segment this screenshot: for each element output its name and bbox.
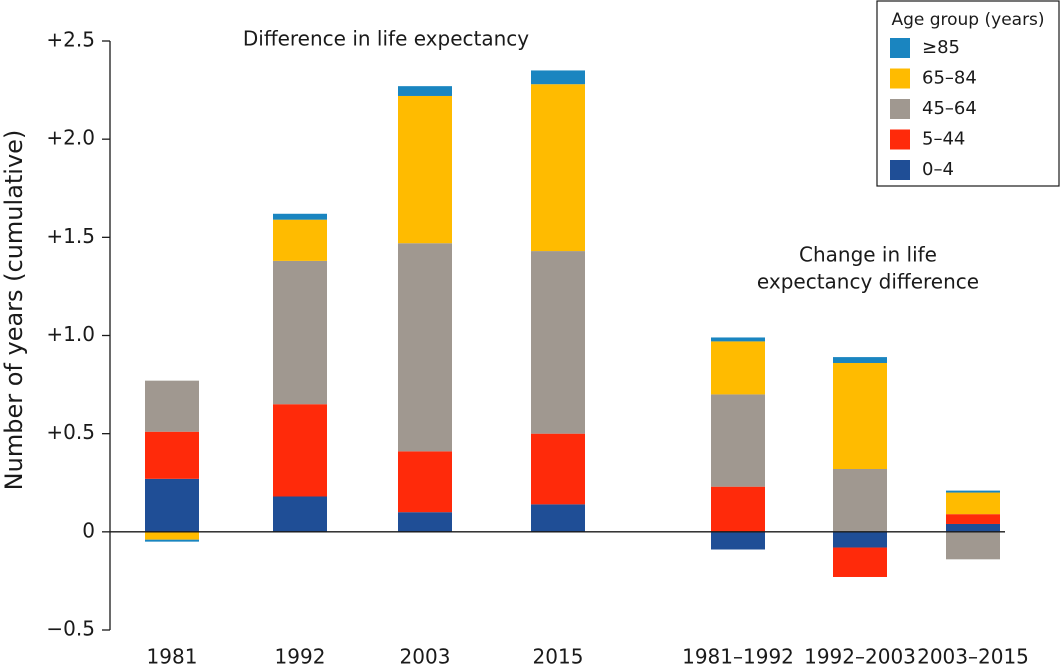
bar-segment (273, 496, 327, 532)
bar-segment (145, 431, 199, 479)
bar-segment (833, 531, 887, 548)
legend-title: Age group (years) (891, 10, 1044, 30)
bar-segment (273, 219, 327, 261)
bar-segment (531, 84, 585, 252)
bar-segment (531, 504, 585, 532)
bar-segment (398, 243, 452, 452)
x-tick-label: 2015 (533, 645, 584, 668)
legend-swatch (890, 99, 910, 119)
bar-segment (711, 337, 765, 342)
bar-segment (946, 523, 1000, 532)
x-tick-label: 1981–1992 (682, 645, 794, 668)
legend-label: 45–64 (922, 98, 977, 119)
legend-label: 5–44 (922, 129, 965, 150)
bar-segment (946, 514, 1000, 524)
annotation: expectancy difference (757, 270, 979, 294)
legend-label: 65–84 (922, 68, 977, 89)
bar-segment (833, 547, 887, 577)
legend-swatch (890, 129, 910, 150)
bar-segment (946, 490, 1000, 493)
legend-box (876, 0, 1060, 187)
annotation: Change in life (799, 243, 937, 267)
bar-segment (273, 260, 327, 405)
y-tick-label: −0.5 (46, 617, 95, 641)
y-tick-label: +0.5 (46, 420, 95, 444)
bar-segment (273, 213, 327, 220)
y-tick-label: +1.0 (46, 322, 95, 346)
bar-segment (711, 486, 765, 532)
y-tick-label: +2.0 (46, 126, 95, 150)
bar-segment (833, 357, 887, 363)
bar-segment (145, 539, 199, 542)
bar-segment (273, 404, 327, 497)
bar-segment (145, 531, 199, 540)
bar-segment (398, 512, 452, 532)
bar-segment (531, 70, 585, 85)
x-tick-label: 2003 (400, 645, 451, 668)
bar-segment (145, 478, 199, 532)
legend-swatch (890, 38, 910, 58)
bar-segment (531, 433, 585, 505)
y-tick-label: 0 (82, 518, 95, 542)
bar-segment (946, 531, 1000, 560)
y-tick-label: +1.5 (46, 224, 95, 248)
y-axis-label: Number of years (cumulative) (0, 130, 28, 491)
bar-segment (711, 394, 765, 487)
legend-label: ≥85 (922, 37, 960, 58)
bar-segment (711, 341, 765, 395)
bar-segment (711, 531, 765, 550)
x-tick-label: 1992–2003 (804, 645, 916, 668)
bar-segment (531, 251, 585, 434)
bar-segment (398, 86, 452, 96)
y-tick-label: +2.5 (46, 28, 95, 52)
x-tick-label: 2003–2015 (917, 645, 1029, 668)
legend-swatch (890, 68, 910, 89)
bar-segment (946, 492, 1000, 515)
bar-segment (833, 362, 887, 470)
bar-segment (145, 380, 199, 432)
annotation: Difference in life expectancy (243, 27, 529, 51)
legend-label: 0–4 (922, 159, 954, 180)
legend-swatch (890, 160, 910, 180)
bar-segment (398, 95, 452, 244)
bar-segment (833, 469, 887, 532)
bar-segment (398, 451, 452, 513)
x-tick-label: 1981 (147, 645, 198, 668)
x-tick-label: 1992 (275, 645, 326, 668)
